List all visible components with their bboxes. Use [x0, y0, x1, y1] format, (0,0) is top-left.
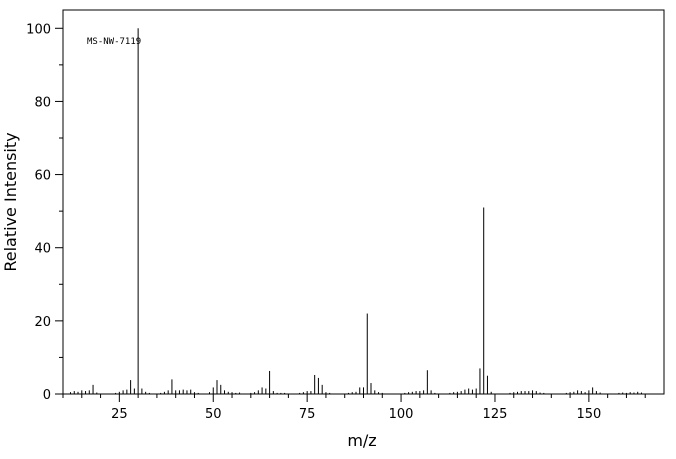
x-tick-label: 150: [576, 407, 601, 422]
y-tick-label: 80: [34, 95, 51, 110]
annotation: MS-NW-7119: [87, 37, 141, 47]
y-tick-label: 60: [34, 169, 51, 184]
x-axis-label: m/z: [347, 431, 376, 450]
y-tick-label: 40: [34, 242, 51, 257]
y-tick-label: 20: [34, 315, 51, 330]
plot-frame: [62, 9, 665, 395]
x-tick-label: 125: [483, 407, 508, 422]
x-tick-label: 50: [205, 407, 222, 422]
x-tick-label: 100: [389, 407, 414, 422]
x-tick-label: 75: [299, 407, 316, 422]
y-axis-label: Relative Intensity: [1, 132, 20, 271]
x-tick-label: 25: [111, 407, 128, 422]
y-tick-label: 100: [26, 22, 51, 37]
y-tick-label: 0: [43, 388, 51, 403]
